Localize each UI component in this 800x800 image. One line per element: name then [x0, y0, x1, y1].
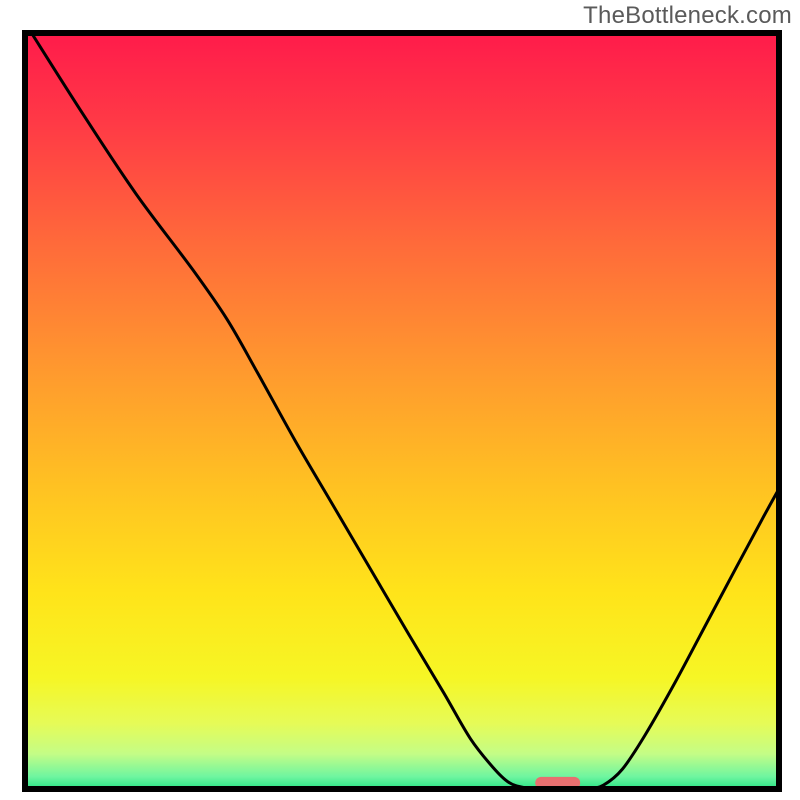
watermark-text: TheBottleneck.com [583, 2, 792, 30]
heat-gradient-background [22, 30, 782, 792]
optimal-marker [535, 777, 581, 789]
plot-area [22, 30, 782, 792]
plot-canvas [22, 30, 782, 792]
chart-root: TheBottleneck.com [0, 0, 800, 800]
